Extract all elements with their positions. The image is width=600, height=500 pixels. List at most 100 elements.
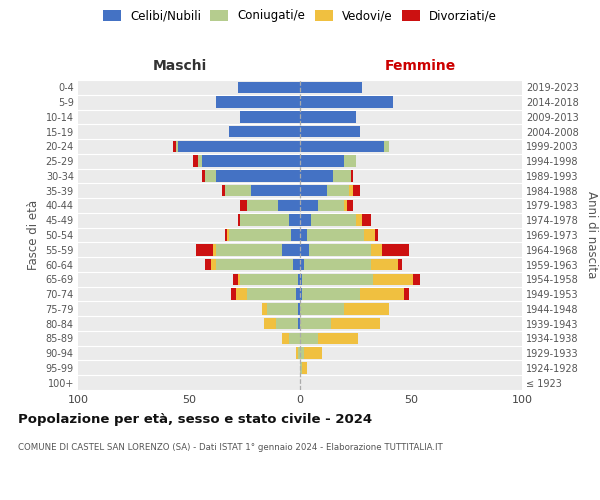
Bar xyxy=(360,288,404,300)
Bar xyxy=(309,244,371,256)
Bar xyxy=(229,229,291,241)
Bar xyxy=(300,318,331,330)
Bar xyxy=(300,303,344,314)
Bar xyxy=(300,185,326,196)
Bar xyxy=(205,259,211,270)
Bar xyxy=(267,303,298,314)
Bar xyxy=(236,288,247,300)
Y-axis label: Fasce di età: Fasce di età xyxy=(27,200,40,270)
Bar xyxy=(334,170,351,181)
Legend: Celibi/Nubili, Coniugati/e, Vedovi/e, Divorziati/e: Celibi/Nubili, Coniugati/e, Vedovi/e, Di… xyxy=(99,6,501,26)
Bar xyxy=(344,156,356,167)
Bar xyxy=(344,200,347,211)
Bar xyxy=(300,214,311,226)
Bar xyxy=(193,156,198,167)
Bar xyxy=(300,140,385,152)
Bar xyxy=(238,274,240,285)
Bar xyxy=(224,229,227,241)
Bar xyxy=(302,274,373,285)
Bar xyxy=(300,348,304,359)
Bar xyxy=(240,111,300,122)
Bar xyxy=(238,82,300,93)
Bar xyxy=(173,140,176,152)
Bar xyxy=(326,185,349,196)
Bar xyxy=(215,96,300,108)
Bar xyxy=(227,229,229,241)
Bar xyxy=(304,259,371,270)
Bar xyxy=(293,259,300,270)
Bar xyxy=(300,82,362,93)
Bar xyxy=(300,244,309,256)
Bar xyxy=(353,185,360,196)
Bar xyxy=(298,303,300,314)
Bar xyxy=(371,244,382,256)
Bar xyxy=(289,332,300,344)
Bar xyxy=(404,288,409,300)
Bar xyxy=(347,200,353,211)
Bar xyxy=(275,318,298,330)
Bar xyxy=(231,288,236,300)
Bar xyxy=(233,274,238,285)
Text: Femmine: Femmine xyxy=(385,58,455,72)
Bar xyxy=(344,303,389,314)
Bar xyxy=(311,214,356,226)
Bar xyxy=(331,318,380,330)
Bar xyxy=(398,259,402,270)
Bar xyxy=(304,348,322,359)
Bar xyxy=(240,274,298,285)
Bar xyxy=(300,259,304,270)
Bar xyxy=(214,244,215,256)
Bar xyxy=(251,185,300,196)
Bar xyxy=(300,111,356,122)
Bar xyxy=(229,126,300,138)
Bar xyxy=(351,170,353,181)
Bar xyxy=(300,126,360,138)
Bar xyxy=(300,200,318,211)
Bar xyxy=(247,200,278,211)
Bar xyxy=(211,259,215,270)
Bar xyxy=(300,362,302,374)
Bar xyxy=(215,170,300,181)
Bar xyxy=(282,244,300,256)
Bar xyxy=(349,185,353,196)
Bar xyxy=(196,244,214,256)
Bar xyxy=(247,288,296,300)
Bar xyxy=(300,274,302,285)
Bar xyxy=(385,140,389,152)
Bar xyxy=(278,200,300,211)
Text: Popolazione per età, sesso e stato civile - 2024: Popolazione per età, sesso e stato civil… xyxy=(18,412,372,426)
Bar xyxy=(296,288,300,300)
Bar xyxy=(300,156,344,167)
Bar xyxy=(223,185,224,196)
Bar xyxy=(300,170,334,181)
Bar xyxy=(300,96,393,108)
Bar xyxy=(298,274,300,285)
Bar xyxy=(300,332,318,344)
Bar xyxy=(298,348,300,359)
Bar xyxy=(240,200,247,211)
Bar xyxy=(373,274,413,285)
Bar xyxy=(215,244,282,256)
Bar xyxy=(371,259,398,270)
Y-axis label: Anni di nascita: Anni di nascita xyxy=(586,192,598,278)
Bar xyxy=(238,214,240,226)
Bar xyxy=(265,318,275,330)
Text: Maschi: Maschi xyxy=(153,58,207,72)
Bar xyxy=(307,229,364,241)
Bar xyxy=(296,348,298,359)
Bar xyxy=(282,332,289,344)
Bar xyxy=(289,214,300,226)
Bar xyxy=(376,229,378,241)
Bar xyxy=(215,259,293,270)
Bar xyxy=(240,214,289,226)
Bar xyxy=(178,140,300,152)
Bar xyxy=(198,156,202,167)
Bar xyxy=(300,229,307,241)
Bar xyxy=(202,156,300,167)
Bar xyxy=(300,288,302,300)
Bar xyxy=(318,200,344,211)
Bar xyxy=(302,362,307,374)
Text: COMUNE DI CASTEL SAN LORENZO (SA) - Dati ISTAT 1° gennaio 2024 - Elaborazione TU: COMUNE DI CASTEL SAN LORENZO (SA) - Dati… xyxy=(18,442,443,452)
Bar xyxy=(291,229,300,241)
Bar xyxy=(298,318,300,330)
